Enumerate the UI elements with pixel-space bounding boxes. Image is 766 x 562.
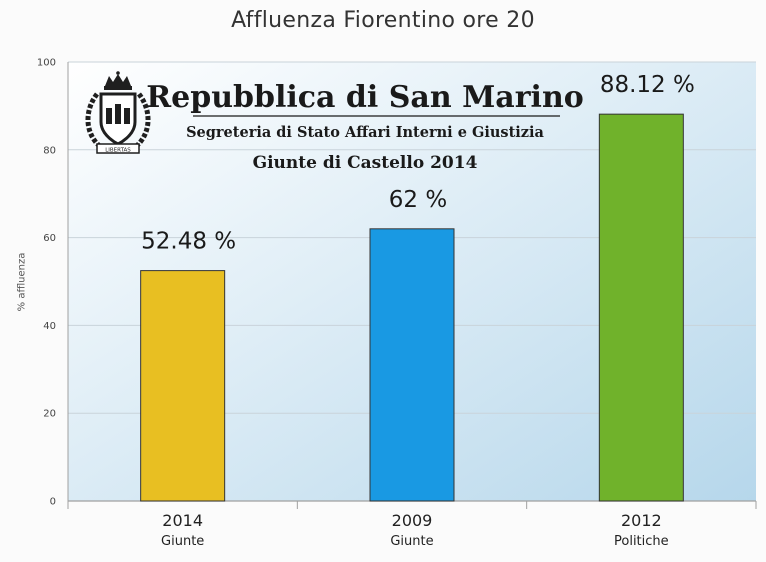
y-tick-label: 60 [43,233,56,244]
bar-2014 [140,270,226,502]
san-marino-coat-of-arms-icon: LIBERTAS [85,71,151,154]
emblem-motto: LIBERTAS [105,148,131,154]
watermark-title: Repubblica di San Marino [146,80,584,115]
x-tick-label: 2014 [162,511,203,530]
y-tick-label: 20 [43,409,56,420]
labels: 52.48 % 2014 Giunte 62 % 2009 Giunte 88.12 % 20… [141,72,695,549]
x-tick-label: 2009 [392,511,433,530]
x-tick-label: 2012 [621,511,662,530]
y-tick-label: 0 [50,497,56,508]
bar-2012 [598,113,684,502]
bar-2009 [369,228,455,502]
watermark-caption: Giunte di Castello 2014 [253,153,478,173]
watermark-logo: LIBERTAS Repubblica di San Marino Segret… [85,71,584,173]
x-tick-sublabel: Giunte [390,534,433,549]
x-tick-sublabel: Giunte [161,534,204,549]
y-tick-label: 100 [37,58,56,69]
chart-title: Affluenza Fiorentino ore 20 [231,8,535,33]
watermark-subtitle: Segreteria di Stato Affari Interni e Giu… [186,124,544,141]
data-label-2009: 62 % [389,187,447,213]
data-label-2012: 88.12 % [600,72,695,98]
y-tick-label: 40 [43,321,56,332]
y-tick-label: 80 [43,145,56,156]
x-tick-sublabel: Politiche [614,534,669,549]
bars [140,113,684,502]
data-label-2014: 52.48 % [141,229,236,255]
